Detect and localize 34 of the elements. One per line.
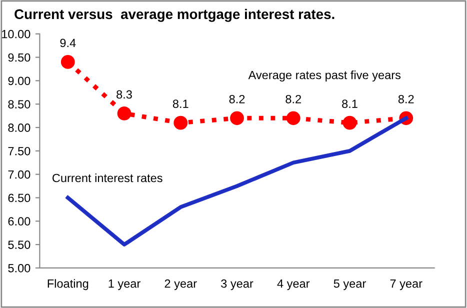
point [342, 116, 357, 130]
y-tick-label: 7.50 [8, 146, 30, 156]
series-label: Current interest rates [52, 174, 162, 182]
data-label: 8.3 [116, 90, 132, 99]
x-tick-label: 2 year [164, 279, 197, 290]
text: Average rates past five years [248, 70, 401, 82]
y-tick-label: 8.50 [8, 100, 30, 108]
x-tick-label: 5 year [334, 280, 366, 290]
y-tick-label: 7.00 [8, 170, 30, 179]
point [60, 55, 75, 69]
x-tick-label: 7 year [390, 280, 422, 290]
y-tick-label: 8.00 [8, 124, 30, 132]
data-label: 8.2 [398, 94, 414, 104]
point [117, 106, 132, 120]
data-label: 8.2 [229, 94, 245, 104]
x-tick-label: 4 year [277, 280, 310, 290]
x-tick-label: 3 year [221, 279, 254, 290]
data-label: 8.1 [172, 100, 188, 108]
y-tick-label: 10.00 [2, 30, 30, 38]
y-tick-label: 6.50 [8, 194, 30, 202]
y-tick-label: 5.00 [8, 264, 30, 272]
data-label: 8.1 [342, 100, 358, 108]
y-tick-label: 9.00 [8, 76, 30, 86]
x-tick-label: Floating [48, 279, 88, 290]
data-label: 9.4 [60, 38, 76, 48]
point [174, 116, 188, 130]
y-tick-label: 6.00 [8, 217, 30, 226]
y-tick-label: 9.50 [8, 53, 30, 62]
chart-title: Current versus average mortgage interest rates. [14, 8, 334, 22]
point [230, 111, 244, 126]
data-label: 8.2 [286, 94, 301, 104]
y-tick-label: 5.50 [8, 240, 30, 249]
x-tick-label: 1 year [108, 280, 140, 290]
point [286, 111, 300, 126]
